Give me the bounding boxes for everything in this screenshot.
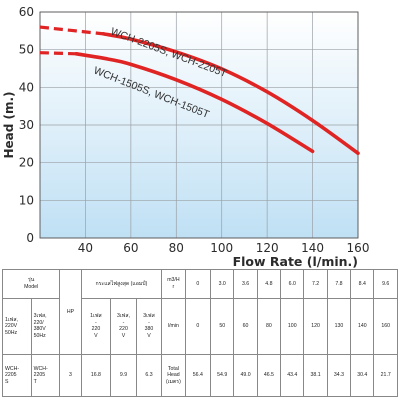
performance-chart: 0 10 20 30 40 50 60 40 60 80 100 120 140 160 Head (m.… (2, 5, 370, 268)
series-line (101, 32, 360, 156)
flow-m3-cell: 4.8 (256, 269, 282, 299)
flow-lpm-cell: 60 (233, 297, 258, 355)
y-tick-label: 60 (19, 5, 34, 19)
current-three-220-header: 3เฟส, -220 V (110, 297, 137, 355)
x-axis-label: Flow Rate (l/min.) (233, 254, 358, 268)
y-tick-label: 0 (26, 231, 34, 245)
model-single: WCH- 2205 S (2, 353, 32, 398)
spec-table: รุ่น Model HP กระแสไฟสูงสุด (แอมป์) m3/H r… (1, 269, 398, 398)
head-cell: 54.9 (210, 353, 235, 398)
head-cell: 34.3 (326, 353, 352, 398)
head-cell: 46.5 (256, 353, 282, 398)
chart-svg: 0 10 20 30 40 50 60 40 60 80 100 120 140 160 Head (m.… (2, 5, 370, 268)
flow-m3-cell: 0 (184, 269, 212, 299)
hp-header: HP (59, 269, 82, 355)
plot-border (39, 11, 359, 239)
table-row: รุ่น Model HP กระแสไฟสูงสุด (แอมป์) m3/H r… (1, 269, 398, 355)
x-tick-label: 80 (169, 241, 184, 255)
flow-lpm-cell: 120 (303, 297, 328, 355)
current-header: กระแสไฟสูงสุด (แอมป์) (80, 269, 163, 299)
y-tick-label: 50 (19, 43, 34, 57)
flow-lpm-cell: 0 (184, 297, 212, 355)
amp-single-value: 16.8 (80, 353, 112, 398)
y-tick-label: 20 (19, 156, 34, 170)
amp-three-380-value: 6.3 (135, 353, 163, 398)
head-cell: 56.4 (184, 353, 212, 398)
series-line-dashed (39, 51, 77, 56)
head-cell: 49.0 (233, 353, 258, 398)
three-phase-header: 3เฟส, 220/380V 50Hz (30, 297, 61, 355)
flow-lpm-cell: 130 (326, 297, 352, 355)
flow-lpm-cell: 160 (373, 297, 398, 355)
flow-lpm-cell: 140 (350, 297, 375, 355)
head-cell: 38.1 (303, 353, 328, 398)
x-tick-label: 160 (347, 241, 370, 255)
flow-lpm-cell: 50 (210, 297, 235, 355)
y-tick-label: 10 (19, 193, 34, 207)
head-label: Total Head (เมตร) (161, 353, 186, 398)
flow-unit-lpm: l/min (161, 297, 186, 355)
head-cell: 43.4 (280, 353, 305, 398)
x-tick-label: 140 (301, 241, 324, 255)
y-tick-label: 30 (19, 118, 34, 132)
current-single-header: 1เฟส -220 V (80, 297, 112, 355)
flow-m3-cell: 7.8 (326, 269, 352, 299)
ticks: 0 10 20 30 40 50 60 40 60 80 100 120 140 160 (19, 5, 370, 255)
flow-m3-cell: 8.4 (350, 269, 375, 299)
grid (39, 11, 359, 239)
flow-m3-cell: 3.6 (233, 269, 258, 299)
x-tick-label: 100 (210, 241, 233, 255)
x-tick-label: 60 (123, 241, 138, 255)
model-three: WCH- 2205 T (30, 353, 61, 398)
head-cell: 30.4 (350, 353, 375, 398)
flow-m3-cell: 9.6 (373, 269, 398, 299)
x-tick-label: 40 (78, 241, 93, 255)
flow-unit-m3: m3/H r (161, 269, 186, 299)
amp-three-220-value: 9.9 (110, 353, 137, 398)
flow-lpm-cell: 100 (280, 297, 305, 355)
head-cell: 21.7 (373, 353, 398, 398)
flow-m3-cell: 6.0 (280, 269, 305, 299)
model-header: รุ่น Model (1, 269, 61, 299)
y-tick-label: 40 (19, 80, 34, 94)
series-line-dashed (39, 25, 104, 36)
y-axis-label: Head (m.) (2, 91, 16, 158)
series-line (74, 52, 315, 154)
hp-value: 3 (59, 353, 82, 398)
current-three-380-header: 3เฟส -380 V (135, 297, 163, 355)
flow-lpm-cell: 80 (256, 297, 282, 355)
table-row: WCH- 2205 S WCH- 2205 T 3 16.8 9.9 6.3 Total… (2, 353, 398, 398)
x-tick-label: 120 (256, 241, 279, 255)
curves (39, 25, 360, 156)
flow-m3-cell: 3.0 (210, 269, 235, 299)
flow-m3-cell: 7.2 (303, 269, 328, 299)
single-phase-header: 1เฟส, 220V 50Hz (2, 297, 32, 355)
